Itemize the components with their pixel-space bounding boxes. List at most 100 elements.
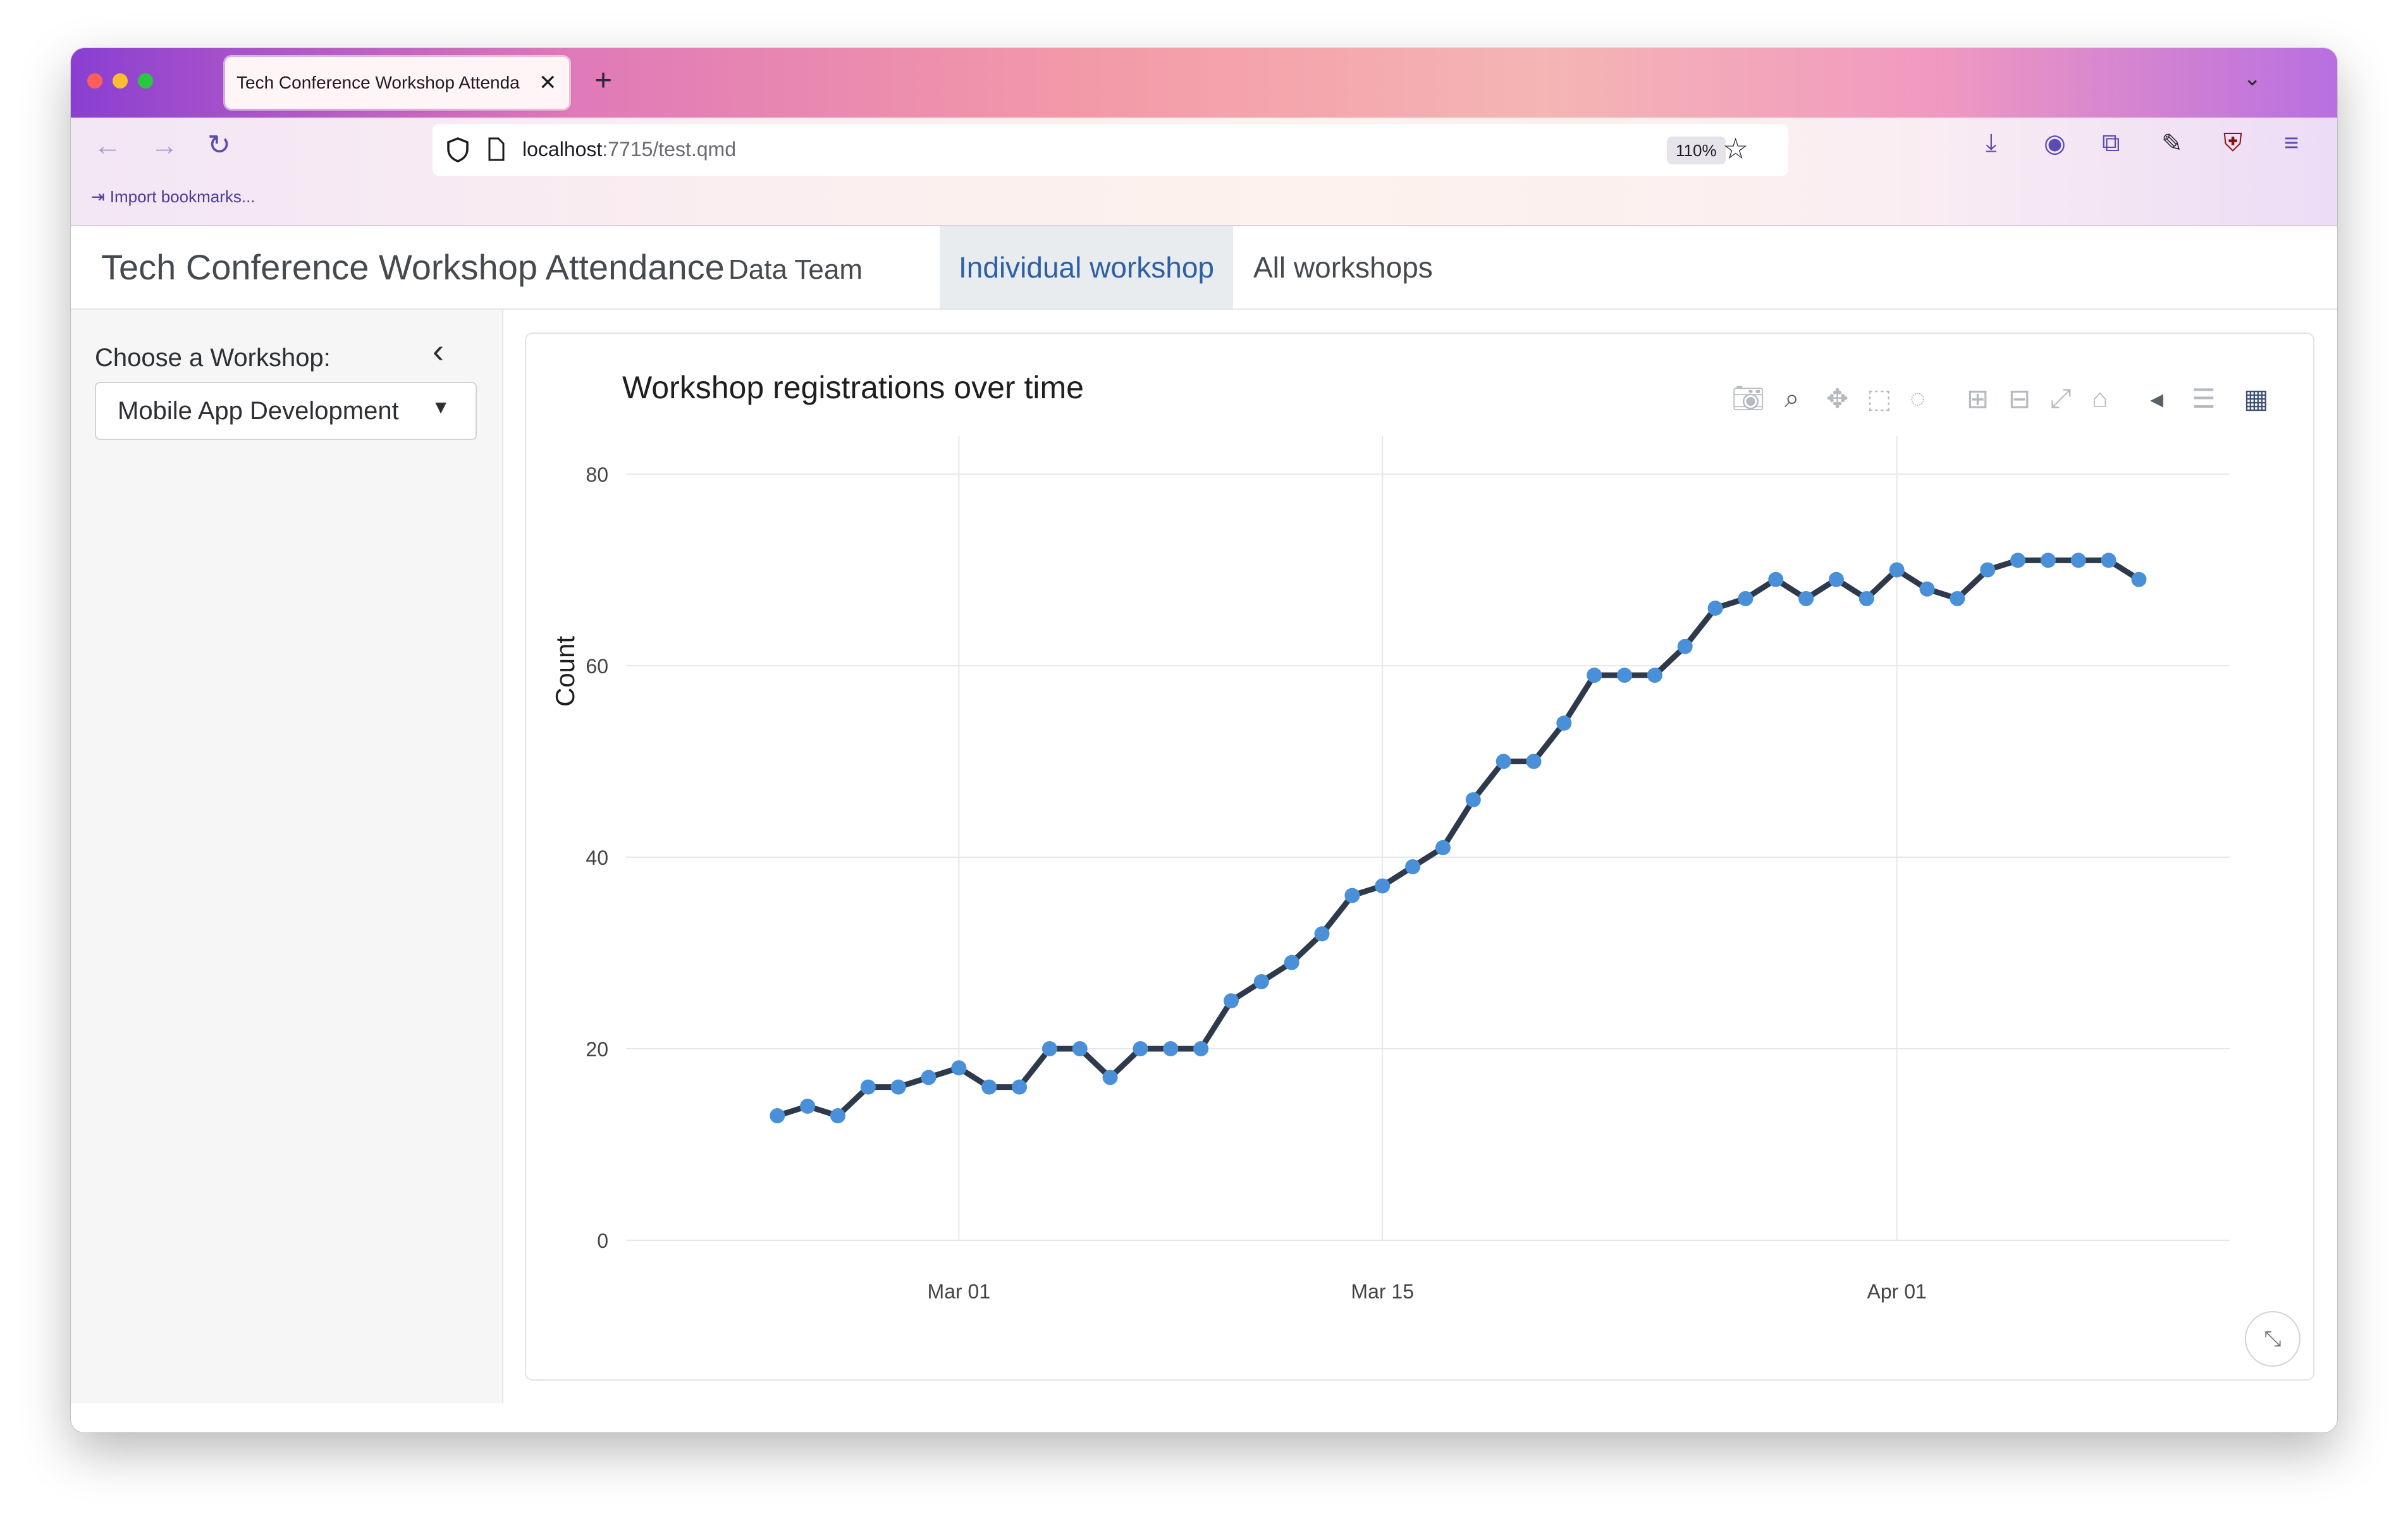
data-point <box>1858 590 1874 606</box>
browser-window: Tech Conference Workshop Attenda ✕ + ⌄ ←… <box>71 48 2337 1432</box>
browser-tab[interactable]: Tech Conference Workshop Attenda ✕ <box>225 57 569 109</box>
data-point <box>1919 581 1935 597</box>
back-arrow-icon[interactable]: ← <box>94 130 121 161</box>
data-point <box>1223 993 1239 1009</box>
data-point <box>981 1079 997 1095</box>
data-point <box>1677 638 1693 654</box>
minimize-window-button[interactable] <box>113 73 128 89</box>
page-subtitle: Data Team <box>728 254 863 285</box>
data-point <box>1102 1070 1118 1085</box>
y-tick-label: 40 <box>586 846 608 869</box>
data-point <box>770 1108 785 1124</box>
data-point <box>1405 859 1421 875</box>
data-point <box>1556 715 1572 731</box>
series-line <box>774 557 2142 1119</box>
app-header: Tech Conference Workshop Attendance Data… <box>71 226 2337 310</box>
data-point <box>1768 571 1784 587</box>
page-icon <box>488 137 505 161</box>
data-point <box>1284 955 1299 970</box>
account-icon[interactable]: ◉ <box>2044 130 2066 157</box>
sidebar: Choose a Workshop: ‹ Mobile App Developm… <box>71 310 503 1403</box>
extension-eye-icon[interactable]: ✎ <box>2161 130 2183 157</box>
data-point <box>1041 1041 1057 1056</box>
data-point <box>1133 1041 1148 1056</box>
forward-arrow-icon[interactable]: → <box>150 130 178 161</box>
menu-icon[interactable]: ≡ <box>2284 129 2299 157</box>
data-point <box>2070 552 2086 568</box>
data-point <box>2040 552 2056 568</box>
y-tick-label: 20 <box>586 1038 608 1061</box>
workshop-select-value: Mobile App Development <box>118 397 399 425</box>
data-point <box>1012 1079 1028 1095</box>
zoom-icon[interactable]: ⌕ <box>1784 383 1800 413</box>
new-tab-button[interactable]: + <box>594 64 613 97</box>
x-tick-label: Mar 15 <box>1351 1280 1414 1303</box>
collapse-sidebar-icon[interactable]: ‹ <box>433 332 444 370</box>
tab-individual-workshop[interactable]: Individual workshop <box>940 226 1234 308</box>
data-point <box>2131 571 2147 587</box>
data-point <box>1828 571 1844 587</box>
download-icon[interactable]: ⤓ <box>1986 129 1997 157</box>
ublock-shield-icon[interactable]: ⛨ <box>2223 129 2242 157</box>
maximize-window-button[interactable] <box>138 73 153 89</box>
data-point <box>1496 754 1511 769</box>
reload-icon[interactable]: ↻ <box>207 130 231 161</box>
spike-lines-icon[interactable]: ◂ <box>2150 384 2164 413</box>
data-point <box>921 1070 937 1085</box>
hover-compare-icon[interactable]: ☰ <box>2192 384 2216 413</box>
data-point <box>1435 839 1451 855</box>
import-icon: ⇥ <box>91 187 105 206</box>
data-point <box>1889 562 1905 578</box>
data-point <box>1163 1041 1179 1056</box>
data-point <box>2010 552 2026 568</box>
data-point <box>2101 552 2116 568</box>
url-path: :7715/test.qmd <box>602 138 736 161</box>
extensions-icon[interactable]: ⧉ <box>2102 129 2120 157</box>
import-bookmarks-label: Import bookmarks... <box>109 187 255 206</box>
pan-icon[interactable]: ✥ <box>1826 384 1849 413</box>
workshop-select-label: Choose a Workshop: <box>95 344 331 372</box>
expand-card-icon[interactable]: ⤡ <box>2245 1311 2300 1367</box>
bookmark-star-icon[interactable]: ☆ <box>1723 132 1749 165</box>
line-chart[interactable]: 0 20 40 60 80 Mar 01 Mar 15 Apr 01 <box>526 334 2313 1379</box>
box-select-icon[interactable]: ⬚ <box>1867 384 1892 413</box>
data-point <box>1253 974 1269 989</box>
shield-icon <box>447 137 469 162</box>
data-point <box>1193 1041 1209 1056</box>
zoom-in-icon[interactable]: ⊞ <box>1967 384 1989 413</box>
data-point <box>800 1098 816 1114</box>
data-point <box>1798 590 1814 606</box>
url-text[interactable]: localhost:7715/test.qmd <box>522 138 736 161</box>
close-window-button[interactable] <box>87 73 102 89</box>
tab-all-workshops[interactable]: All workshops <box>1253 251 1433 284</box>
browser-toolbar: ← → ↻ localhost:7715/test.qmd 110% ☆ ⤓ ◉… <box>71 118 2337 226</box>
data-point <box>1738 590 1754 606</box>
data-point <box>1950 590 1965 606</box>
data-point <box>1465 792 1481 808</box>
data-point <box>1526 754 1542 769</box>
address-bar[interactable]: localhost:7715/test.qmd 110% ☆ <box>433 124 1788 176</box>
autoscale-icon[interactable]: ⤢ <box>2050 383 2072 413</box>
zoom-level-badge[interactable]: 110% <box>1667 137 1726 164</box>
reset-axes-icon[interactable]: ⌂ <box>2092 383 2108 413</box>
y-axis-title-wrap: Count <box>549 631 599 707</box>
y-axis-title: Count <box>550 635 580 707</box>
data-point <box>951 1060 967 1076</box>
data-point <box>1707 601 1723 616</box>
chart-card: 0 20 40 60 80 Mar 01 Mar 15 Apr 01 Workshop reg… <box>525 333 2314 1381</box>
data-point <box>1647 668 1662 683</box>
y-tick-label: 60 <box>586 655 608 678</box>
workshop-select[interactable]: Mobile App Development ▼ <box>95 382 477 440</box>
tab-list-chevron-icon[interactable]: ⌄ <box>2243 66 2262 90</box>
camera-icon[interactable]: 📷︎ <box>1731 383 1766 413</box>
import-bookmarks-link[interactable]: ⇥ Import bookmarks... <box>91 187 255 207</box>
caret-down-icon: ▼ <box>431 397 450 418</box>
x-tick-label: Apr 01 <box>1867 1280 1927 1303</box>
zoom-out-icon[interactable]: ⊟ <box>2008 384 2031 413</box>
dashboard-app: Tech Conference Workshop Attendance Data… <box>71 226 2337 1432</box>
data-point <box>860 1079 876 1095</box>
x-tick-label: Mar 01 <box>928 1280 991 1303</box>
plotly-logo-icon[interactable]: ▦ <box>2244 384 2269 413</box>
close-tab-icon[interactable]: ✕ <box>539 71 557 95</box>
lasso-select-icon[interactable]: ◌ <box>1910 383 1926 413</box>
